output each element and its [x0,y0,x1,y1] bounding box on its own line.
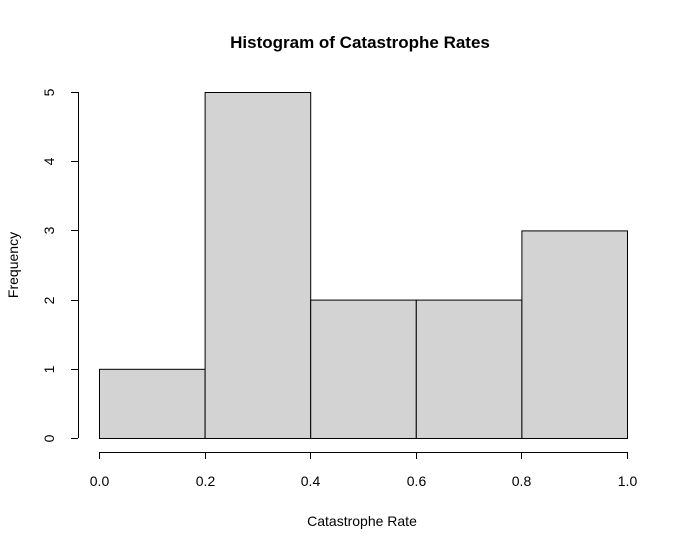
chart-title: Histogram of Catastrophe Rates [230,33,490,52]
histogram-bar [310,299,417,439]
x-tick-label: 0.6 [407,473,427,489]
x-tick-label: 0.0 [90,473,110,489]
y-axis-label: Frequency [5,232,21,298]
bars-group [99,92,629,439]
y-tick-label: 0 [41,434,57,442]
x-tick-label: 0.8 [512,473,532,489]
x-tick-label: 0.2 [196,473,216,489]
histogram-bar [204,92,312,439]
x-axis: 0.0 0.2 0.4 0.6 0.8 1.0 [90,452,638,489]
x-tick-label: 1.0 [618,473,638,489]
y-tick-label: 1 [41,365,57,373]
histogram-bar [99,368,206,439]
y-tick-label: 2 [41,296,57,304]
histogram-bar [415,299,523,439]
y-tick-label: 4 [41,157,57,165]
x-tick-label: 0.4 [301,473,321,489]
x-axis-label: Catastrophe Rate [307,513,417,529]
y-tick-label: 5 [41,88,57,96]
histogram-bar [521,230,629,439]
y-tick-label: 3 [41,226,57,234]
y-axis: 0 1 2 3 4 5 [41,88,79,442]
